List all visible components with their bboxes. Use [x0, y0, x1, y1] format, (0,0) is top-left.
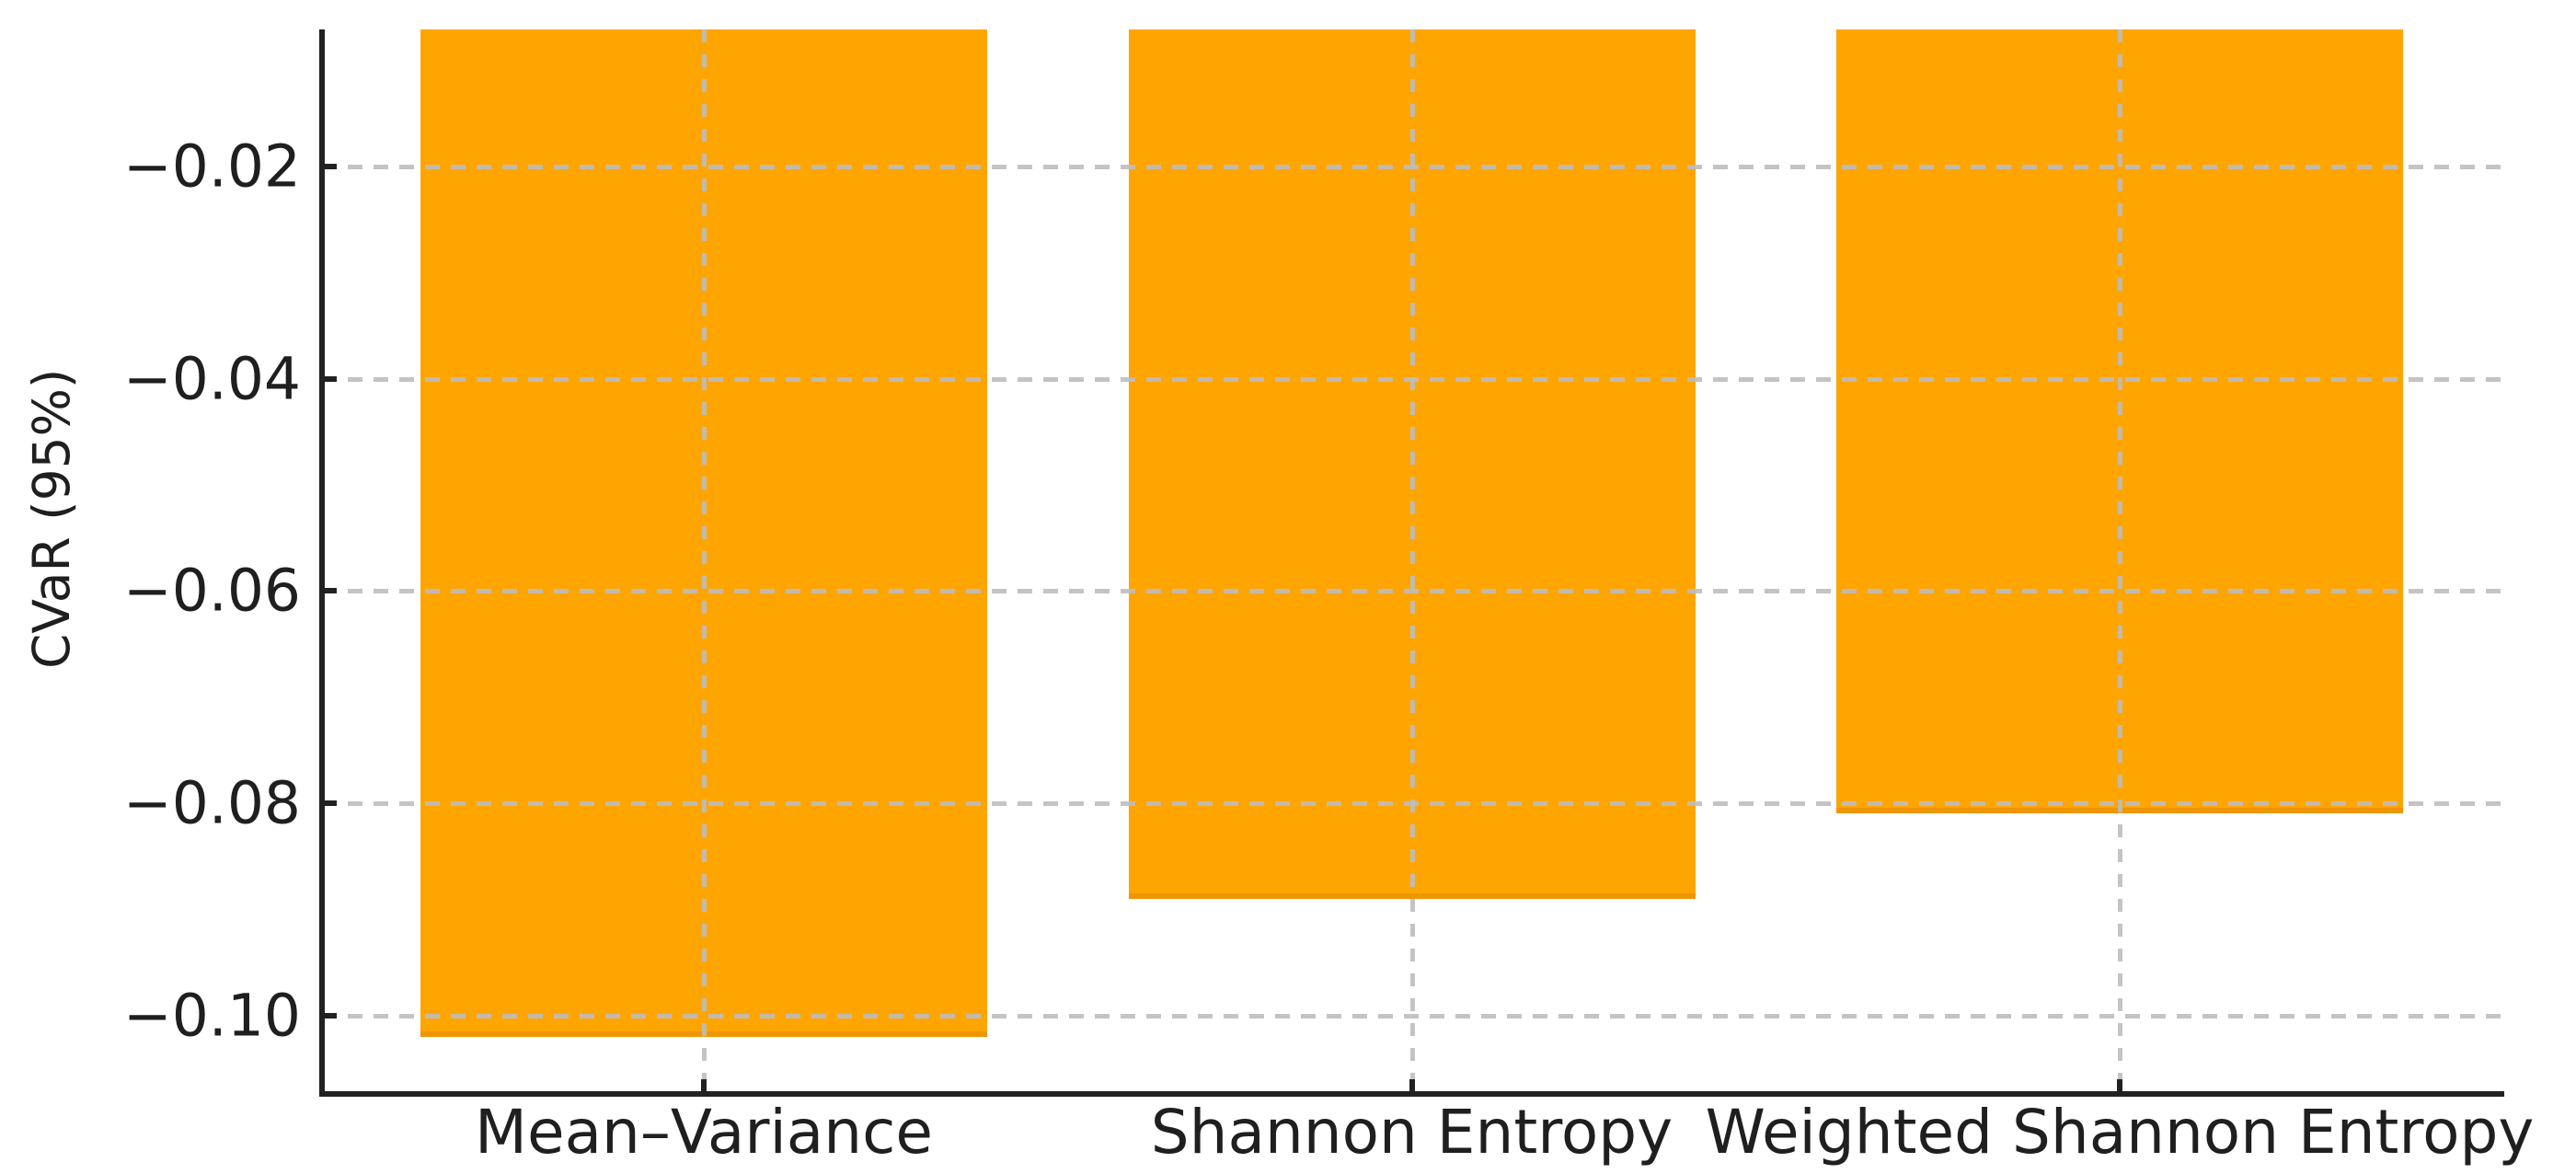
x-tick-mark-2 — [2117, 1079, 2122, 1094]
y-tick-label-2: −0.06 — [122, 557, 301, 625]
plot-area — [322, 29, 2504, 1094]
x-gridline-1 — [1409, 29, 1415, 1094]
x-tick-label-1: Shannon Entropy — [1150, 1097, 1673, 1168]
bottom-spine — [319, 1091, 2504, 1097]
y-tick-mark-2 — [322, 588, 337, 594]
x-tick-mark-0 — [701, 1079, 707, 1094]
y-tick-mark-3 — [322, 800, 337, 806]
y-axis-title: CVaR (95%) — [22, 368, 81, 669]
y-tick-label-3: −0.08 — [122, 769, 301, 837]
y-tick-mark-0 — [322, 163, 337, 169]
x-tick-mark-1 — [1409, 1079, 1415, 1094]
y-tick-mark-1 — [322, 375, 337, 382]
x-tick-label-2: Weighted Shannon Entropy — [1705, 1097, 2535, 1168]
y-tick-label-0: −0.02 — [122, 132, 301, 201]
y-tick-label-1: −0.04 — [122, 345, 301, 412]
x-gridline-0 — [702, 29, 707, 1094]
left-spine — [319, 29, 325, 1097]
x-tick-label-0: Mean–Variance — [475, 1097, 933, 1168]
x-gridline-2 — [2118, 29, 2122, 1094]
y-tick-label-4: −0.10 — [122, 982, 301, 1050]
y-tick-mark-4 — [322, 1012, 337, 1019]
